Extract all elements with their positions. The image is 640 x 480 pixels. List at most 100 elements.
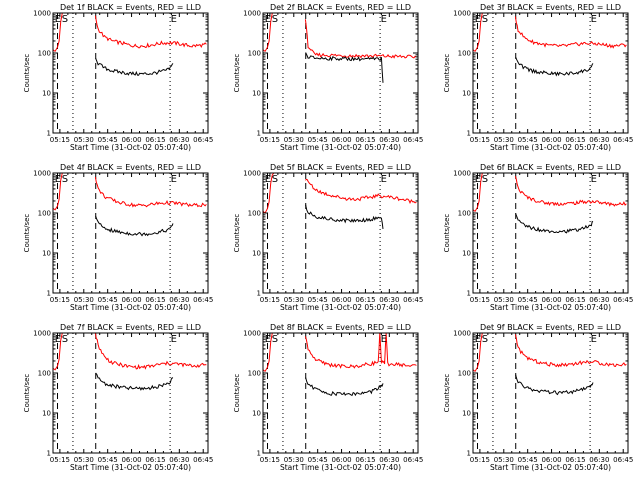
- y-axis-label: Counts/sec: [23, 214, 31, 253]
- y-tick-label: 10: [42, 90, 51, 98]
- x-axis-label: Start Time (31-Oct-02 05:07:40): [70, 303, 191, 312]
- series-line-lld: [263, 333, 276, 373]
- series-line-lld: [304, 333, 417, 369]
- x-tick-label: 05:30: [74, 456, 94, 464]
- x-tick-label: 05:45: [98, 456, 118, 464]
- event-marker-label: S: [62, 334, 68, 345]
- x-tick-label: 06:15: [145, 296, 165, 304]
- event-marker-label: E: [171, 174, 177, 185]
- x-tick-label: 06:00: [541, 296, 561, 304]
- x-tick-label: 05:15: [50, 456, 70, 464]
- event-marker-label: E: [55, 14, 61, 25]
- x-tick-label: 06:00: [331, 456, 351, 464]
- axes-frame: [472, 12, 629, 134]
- y-tick-label: 1: [257, 290, 261, 298]
- x-tick-label: 06:45: [403, 296, 423, 304]
- x-tick-label: 06:30: [589, 136, 609, 144]
- event-marker-label: E: [55, 334, 61, 345]
- event-marker-label: E: [55, 174, 61, 185]
- y-tick-label: 1: [257, 130, 261, 138]
- x-tick-label: 06:30: [169, 296, 189, 304]
- x-tick-label: 06:15: [355, 136, 375, 144]
- plot-area: [53, 13, 207, 76]
- y-tick-label: 100: [38, 370, 51, 378]
- x-tick-label: 05:30: [74, 136, 94, 144]
- x-tick-label: 06:30: [379, 296, 399, 304]
- x-tick-label: 06:30: [379, 456, 399, 464]
- event-marker-label: S: [272, 14, 278, 25]
- x-tick-label: 05:45: [308, 296, 328, 304]
- panel-title: Det 2f BLACK = Events, RED = LLD: [270, 3, 411, 12]
- x-axis-label: Start Time (31-Oct-02 05:07:40): [70, 463, 191, 472]
- x-tick-label: 06:15: [565, 296, 585, 304]
- y-tick-label: 10: [462, 410, 471, 418]
- axes-frame: [262, 12, 419, 134]
- x-axis-label: Start Time (31-Oct-02 05:07:40): [490, 303, 611, 312]
- y-tick-label: 1000: [453, 330, 471, 338]
- x-axis-label: Start Time (31-Oct-02 05:07:40): [280, 143, 401, 152]
- x-tick-label: 05:30: [284, 296, 304, 304]
- event-marker-label: E: [171, 334, 177, 345]
- plot-area: [263, 13, 417, 83]
- x-tick-label: 06:00: [121, 136, 141, 144]
- y-tick-label: 1: [257, 450, 261, 458]
- event-marker-label: S: [62, 14, 68, 25]
- x-tick-label: 06:00: [541, 136, 561, 144]
- series-line-lld: [473, 13, 486, 53]
- y-tick-label: 10: [252, 250, 261, 258]
- event-marker-label: E: [475, 14, 481, 25]
- x-tick-label: 05:15: [50, 296, 70, 304]
- event-marker-label: S: [482, 334, 488, 345]
- x-tick-label: 06:45: [193, 456, 213, 464]
- x-axis-label: Start Time (31-Oct-02 05:07:40): [280, 303, 401, 312]
- axes-frame: [262, 332, 419, 454]
- plot-area: [53, 333, 207, 391]
- series-line-lld: [514, 176, 627, 207]
- y-tick-label: 1: [467, 450, 471, 458]
- x-tick-label: 05:30: [284, 136, 304, 144]
- x-tick-label: 06:45: [613, 296, 633, 304]
- y-tick-label: 1: [47, 130, 51, 138]
- y-tick-label: 100: [458, 50, 471, 58]
- x-tick-label: 05:15: [470, 456, 490, 464]
- axes-frame: [472, 332, 629, 454]
- panel-title: Det 5f BLACK = Events, RED = LLD: [270, 163, 411, 172]
- panel-title: Det 8f BLACK = Events, RED = LLD: [270, 323, 411, 332]
- event-marker-label: E: [475, 174, 481, 185]
- series-line-events: [515, 213, 594, 234]
- y-axis-label: Counts/sec: [233, 214, 241, 253]
- x-tick-label: 06:15: [145, 456, 165, 464]
- x-tick-label: 06:30: [169, 456, 189, 464]
- y-axis-label: Counts/sec: [443, 54, 451, 93]
- panel-title: Det 1f BLACK = Events, RED = LLD: [60, 3, 201, 12]
- series-line-lld: [263, 13, 276, 53]
- chart-panel-7: Det 7f BLACK = Events, RED = LLD 1 10 100 10…: [23, 323, 213, 472]
- plot-area: [473, 13, 627, 77]
- x-tick-label: 06:30: [379, 136, 399, 144]
- event-marker-label: E: [171, 14, 177, 25]
- x-tick-label: 06:00: [331, 136, 351, 144]
- x-tick-label: 06:30: [589, 456, 609, 464]
- x-tick-label: 05:15: [260, 136, 280, 144]
- series-line-lld: [304, 19, 417, 59]
- x-tick-label: 05:15: [470, 136, 490, 144]
- event-marker-label: E: [265, 174, 271, 185]
- x-tick-label: 06:45: [403, 456, 423, 464]
- event-marker-label: S: [62, 174, 68, 185]
- event-marker-label: S: [272, 334, 278, 345]
- event-marker-label: E: [475, 334, 481, 345]
- x-tick-label: 05:45: [518, 456, 538, 464]
- y-axis-label: Counts/sec: [23, 374, 31, 413]
- y-tick-label: 1000: [33, 330, 51, 338]
- series-line-events: [515, 56, 594, 77]
- event-marker-label: E: [381, 334, 387, 345]
- series-line-lld: [305, 178, 417, 205]
- x-tick-label: 05:30: [494, 296, 514, 304]
- y-axis-label: Counts/sec: [233, 374, 241, 413]
- chart-panel-8: Det 8f BLACK = Events, RED = LLD 1 10 100 10…: [233, 323, 423, 472]
- x-tick-label: 06:30: [169, 136, 189, 144]
- event-marker-label: S: [482, 174, 488, 185]
- plot-area: [263, 173, 417, 229]
- panel-title: Det 7f BLACK = Events, RED = LLD: [60, 323, 201, 332]
- x-tick-label: 05:15: [470, 296, 490, 304]
